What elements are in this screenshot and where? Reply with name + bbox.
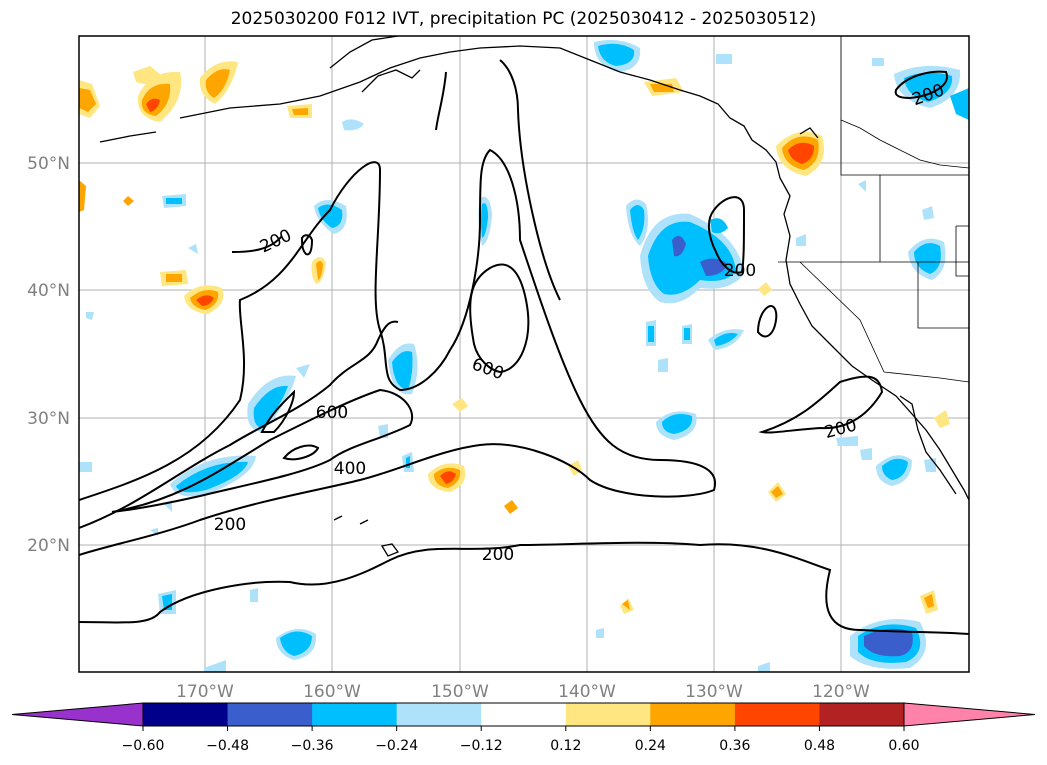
colorbar-segment <box>734 703 820 726</box>
contour-label-600-w: 600 <box>316 403 348 423</box>
lat-label-20n: 20°N <box>27 536 70 556</box>
colorbar-tick-label: 0.24 <box>635 738 666 754</box>
lat-label-50n: 50°N <box>27 154 70 174</box>
lon-label-160w: 160°W <box>303 682 361 702</box>
colorbar-tick-label: −0.60 <box>122 738 165 754</box>
contour-label-200-coast: 200 <box>724 261 756 281</box>
colorbar-tick-label: 0.12 <box>550 738 581 754</box>
contour-label-400: 400 <box>334 459 366 479</box>
colorbar-segment <box>227 703 313 726</box>
colorbar-segment <box>650 703 736 726</box>
lat-label-40n: 40°N <box>27 281 70 301</box>
colorbar-segment <box>481 703 567 726</box>
colorbar-segment <box>312 703 398 726</box>
colorbar-extend-high <box>903 702 1036 727</box>
colorbar-extend-low <box>11 702 144 727</box>
lon-label-150w: 150°W <box>431 682 489 702</box>
colorbar-segment <box>396 703 482 726</box>
precip-negative-patches <box>79 40 969 672</box>
colorbar-tick-label: 0.60 <box>888 738 919 754</box>
state-borders <box>778 36 969 383</box>
colorbar-tick-label: −0.36 <box>291 738 334 754</box>
lon-label-120w: 120°W <box>812 682 870 702</box>
colorbar-segment <box>565 703 651 726</box>
lon-label-170w: 170°W <box>176 682 234 702</box>
map-frame <box>78 35 970 673</box>
colorbar-tick-label: −0.24 <box>375 738 418 754</box>
colorbar-frame <box>142 702 905 727</box>
lon-label-140w: 140°W <box>558 682 616 702</box>
colorbar-segment <box>143 703 229 726</box>
lat-label-30n: 30°N <box>27 409 70 429</box>
contour-label-200-sw: 200 <box>214 515 246 535</box>
precip-positive-patches <box>79 61 950 614</box>
lat-labels: 50°N 40°N 30°N 20°N <box>27 154 70 556</box>
lon-label-130w: 130°W <box>685 682 743 702</box>
colorbar-tick-label: −0.48 <box>206 738 249 754</box>
map-background <box>79 36 969 672</box>
colorbar-tick-label: 0.48 <box>804 738 835 754</box>
ivt-contours <box>79 59 969 635</box>
colorbar: −0.60 −0.48 −0.36 −0.24 −0.12 0.12 0.24 0.36 0.4… <box>11 702 1036 754</box>
colorbar-segment <box>819 703 905 726</box>
colorbar-tick-label: −0.12 <box>460 738 503 754</box>
chart-title: 2025030200 F012 IVT, precipitation PC (2… <box>230 9 817 29</box>
contour-labels: 200 200 200 200 200 200 600 600 400 <box>214 80 947 565</box>
lon-labels: 170°W 160°W 150°W 140°W 130°W 120°W <box>176 682 870 702</box>
colorbar-tick-label: 0.36 <box>719 738 750 754</box>
contour-label-200-s: 200 <box>482 545 514 565</box>
coastlines <box>99 36 969 557</box>
